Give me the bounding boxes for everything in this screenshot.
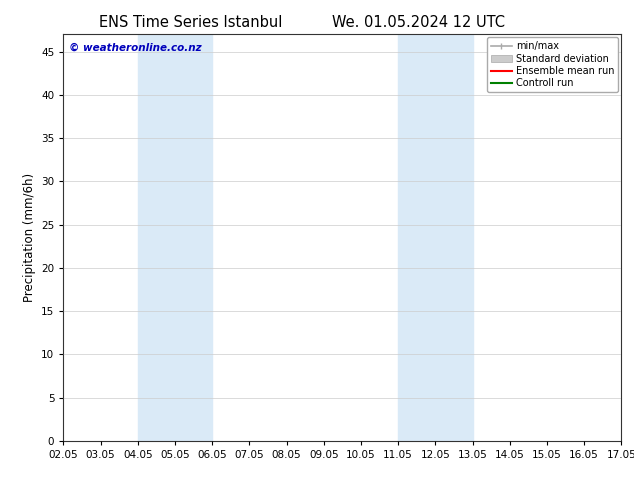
Text: © weatheronline.co.nz: © weatheronline.co.nz [69, 43, 202, 52]
Text: ENS Time Series Istanbul: ENS Time Series Istanbul [98, 15, 282, 30]
Bar [138, 34, 212, 441]
Text: We. 01.05.2024 12 UTC: We. 01.05.2024 12 UTC [332, 15, 505, 30]
Legend: min/max, Standard deviation, Ensemble mean run, Controll run: min/max, Standard deviation, Ensemble me… [487, 37, 618, 92]
Y-axis label: Precipitation (mm/6h): Precipitation (mm/6h) [23, 173, 36, 302]
Bar [398, 34, 472, 441]
